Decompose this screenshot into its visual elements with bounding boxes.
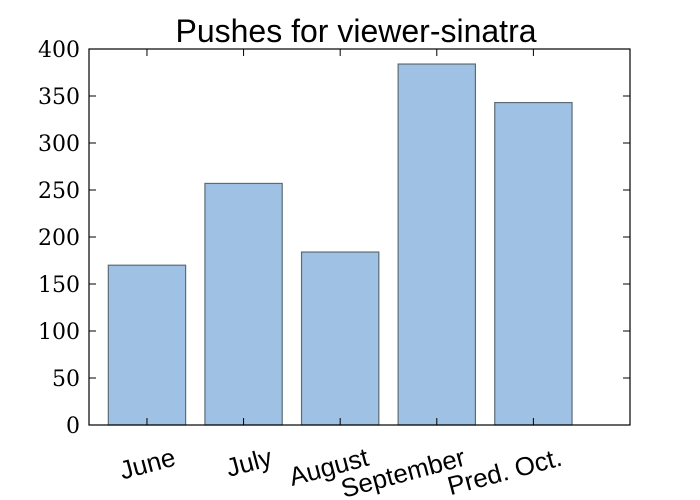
y-axis-ticks: 0 50 100 150 200 250 300 350 400 bbox=[38, 38, 630, 439]
bar-pred-oct bbox=[494, 101, 573, 426]
bar-august bbox=[300, 251, 380, 426]
y-tick-label: 100 bbox=[38, 320, 80, 345]
y-tick-label: 400 bbox=[38, 38, 80, 63]
chart-title: Pushes for viewer-sinatra bbox=[175, 13, 536, 49]
y-tick-label: 250 bbox=[38, 179, 80, 204]
bar-september bbox=[397, 63, 477, 426]
y-tick-label: 150 bbox=[38, 273, 80, 298]
bars-group bbox=[107, 63, 573, 426]
bar-june bbox=[107, 264, 187, 426]
bar-july bbox=[204, 182, 283, 426]
y-tick-label: 300 bbox=[38, 132, 80, 157]
plot-frame bbox=[88, 48, 631, 426]
x-tick-label: June bbox=[116, 442, 178, 486]
x-tick-label: July bbox=[223, 442, 275, 483]
y-tick-label: 50 bbox=[52, 367, 80, 392]
y-tick-label: 350 bbox=[38, 85, 80, 110]
y-tick-label: 200 bbox=[38, 226, 80, 251]
y-tick-label: 0 bbox=[66, 414, 80, 439]
